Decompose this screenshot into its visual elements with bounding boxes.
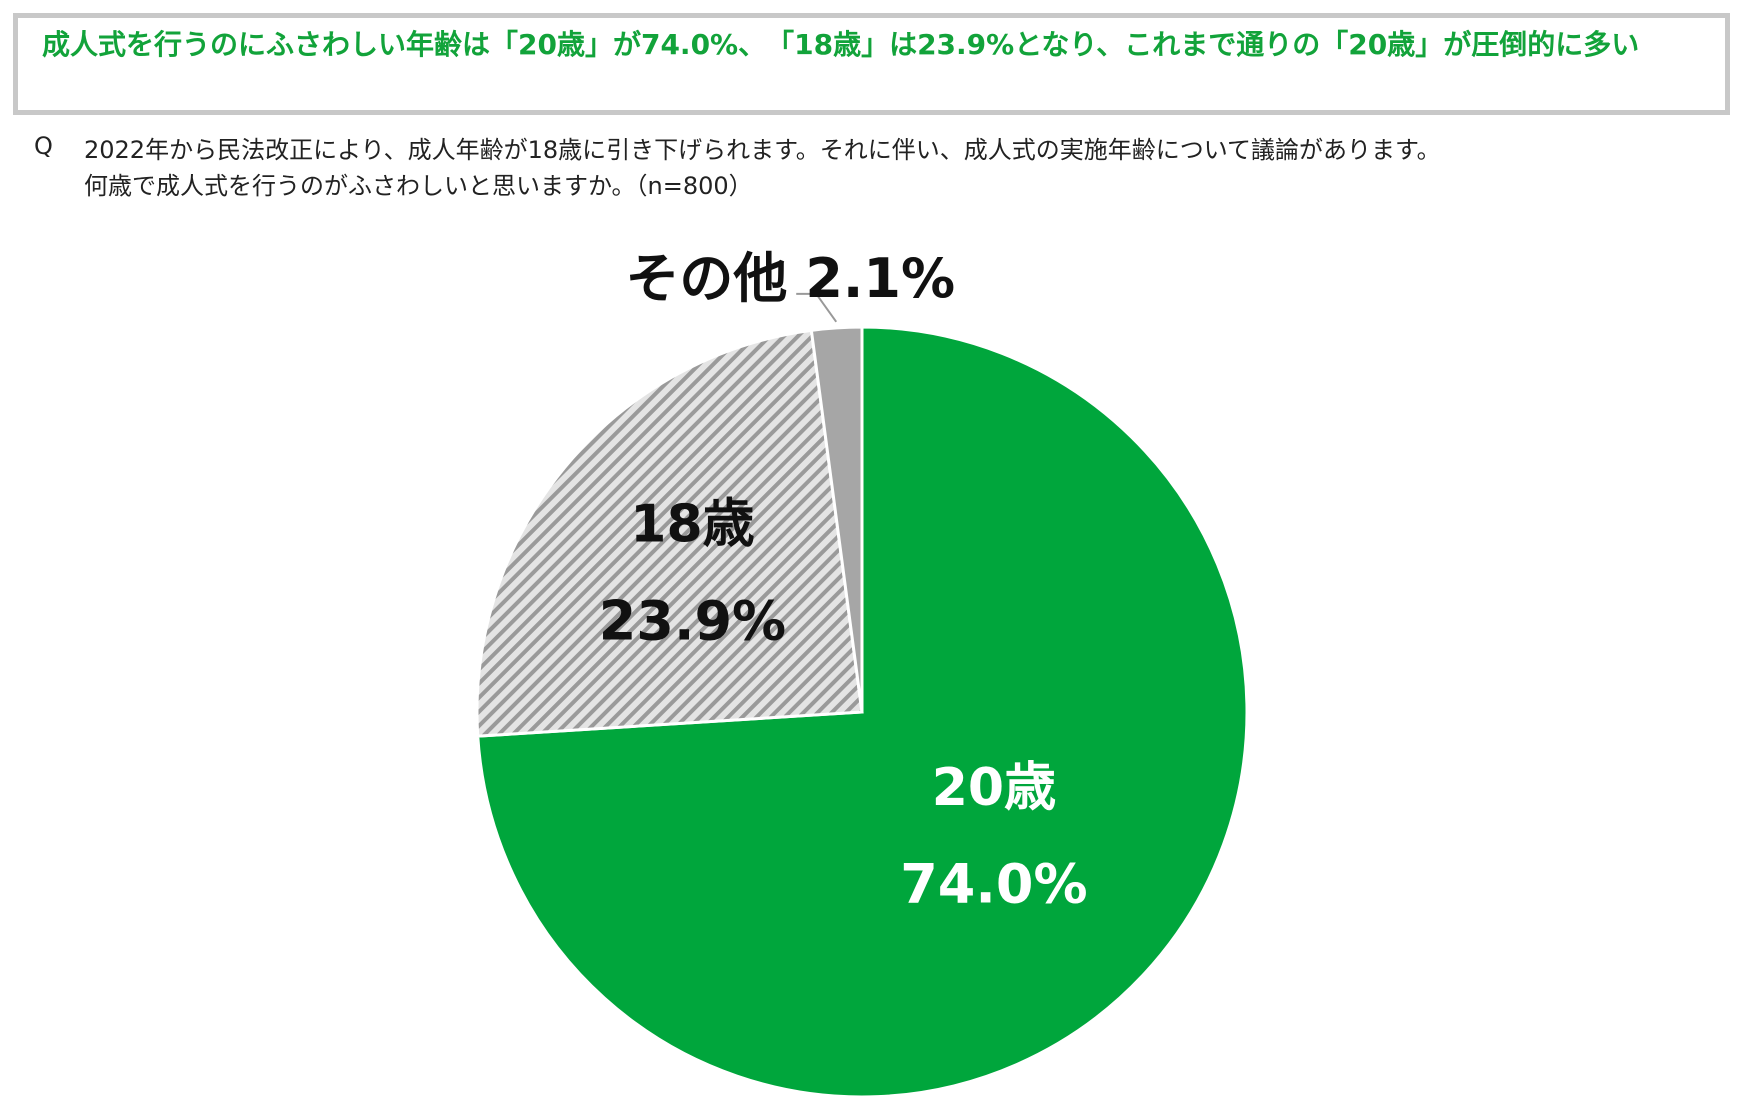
header-title: 成人式を行うのにふさわしい年齢は「20歳」が74.0%、 「18歳」は23.9%… bbox=[42, 28, 1640, 61]
question-line: 2022年から民法改正により、成人年齢が18歳に引き下げられます。それに伴い、成… bbox=[84, 136, 1441, 164]
leader-line bbox=[796, 292, 838, 323]
category-label: 20歳 bbox=[932, 758, 1056, 818]
slice-label: その他 2.1% bbox=[625, 246, 955, 309]
question: Q 2022年から民法改正により、成人年齢が18歳に引き下げられます。それに伴い… bbox=[34, 132, 1441, 204]
category-label: 18歳 bbox=[630, 495, 754, 555]
value-label: 74.0% bbox=[900, 853, 1087, 916]
value-label: 2.1% bbox=[805, 246, 955, 309]
category-label: その他 bbox=[625, 246, 787, 309]
question-label: Q bbox=[34, 132, 53, 160]
value-label: 23.9% bbox=[599, 589, 786, 652]
question-line: 何歳で成人式を行うのがふさわしいと思いますか。（n=800） bbox=[84, 172, 753, 200]
pie-slice bbox=[809, 325, 864, 713]
pie-slice bbox=[475, 328, 864, 738]
header-box: 成人式を行うのにふさわしい年齢は「20歳」が74.0%、 「18歳」は23.9%… bbox=[13, 13, 1730, 115]
